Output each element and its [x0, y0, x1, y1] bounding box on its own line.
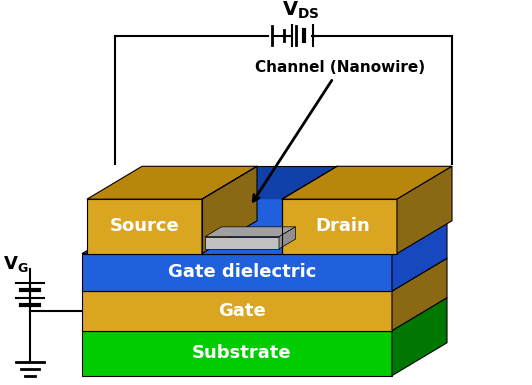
Text: Source: Source: [110, 218, 179, 235]
Polygon shape: [82, 291, 392, 331]
Polygon shape: [82, 331, 392, 376]
Polygon shape: [282, 199, 397, 254]
Polygon shape: [205, 227, 295, 237]
Polygon shape: [87, 199, 202, 254]
Text: $\mathbf{V}_{\mathbf{DS}}$: $\mathbf{V}_{\mathbf{DS}}$: [282, 0, 320, 21]
Polygon shape: [392, 258, 447, 331]
Polygon shape: [82, 221, 447, 254]
Polygon shape: [205, 237, 279, 249]
Text: $\mathbf{V}_{\mathbf{G}}$: $\mathbf{V}_{\mathbf{G}}$: [3, 254, 29, 274]
Polygon shape: [392, 298, 447, 376]
Polygon shape: [202, 166, 257, 254]
Text: Gate: Gate: [218, 302, 266, 320]
Text: Channel (Nanowire): Channel (Nanowire): [253, 60, 425, 201]
Polygon shape: [202, 166, 337, 199]
Text: Gate dielectric: Gate dielectric: [168, 263, 316, 281]
Polygon shape: [392, 221, 447, 291]
Text: Drain: Drain: [315, 218, 370, 235]
Polygon shape: [82, 254, 392, 291]
Polygon shape: [82, 258, 447, 291]
Polygon shape: [87, 166, 257, 199]
Polygon shape: [202, 199, 282, 254]
Polygon shape: [282, 166, 452, 199]
Polygon shape: [82, 298, 447, 331]
Polygon shape: [397, 166, 452, 254]
Text: Substrate: Substrate: [192, 344, 292, 362]
Polygon shape: [279, 227, 295, 249]
